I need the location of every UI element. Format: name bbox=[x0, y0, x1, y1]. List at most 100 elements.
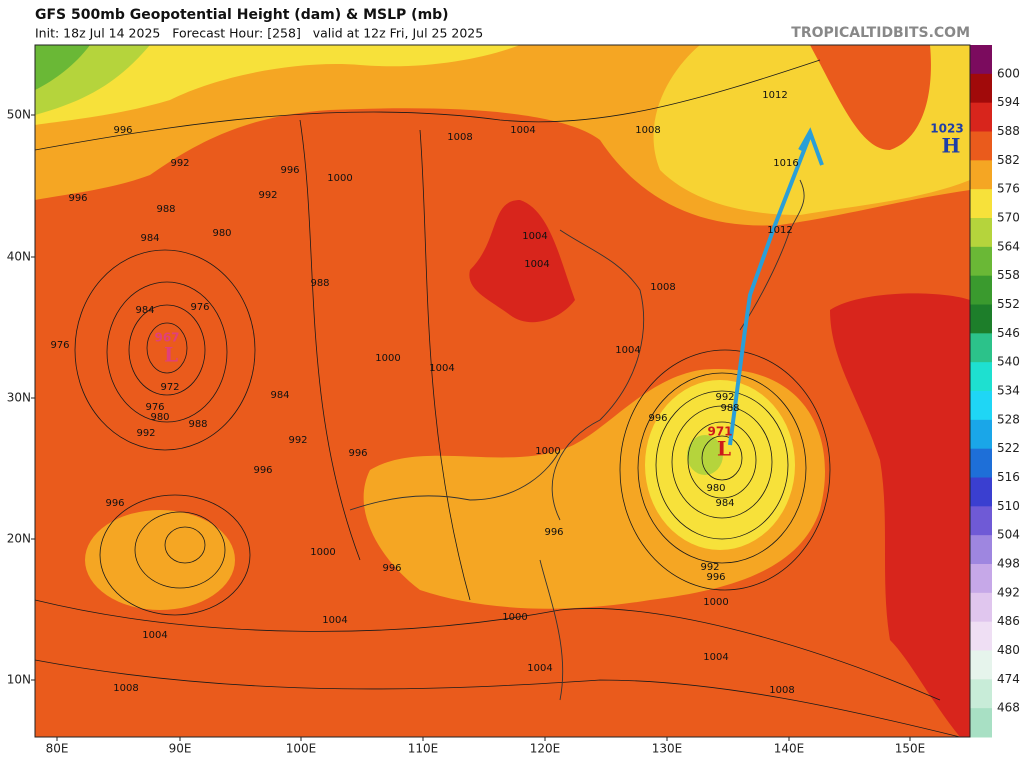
isobar-label: 996 bbox=[253, 465, 272, 476]
isobar-label: 996 bbox=[105, 498, 124, 509]
isobar-label: 1000 bbox=[327, 173, 352, 184]
colorbar-label: 492 bbox=[997, 585, 1020, 599]
colorbar-cell bbox=[970, 304, 992, 334]
isobar-label: 976 bbox=[145, 402, 164, 413]
isobar-label: 980 bbox=[212, 228, 231, 239]
isobar-label: 1000 bbox=[703, 597, 728, 608]
colorbar-cell bbox=[970, 391, 992, 421]
colorbar-cell bbox=[970, 621, 992, 651]
longitude-label: 130E bbox=[652, 742, 683, 756]
isobar-label: 996 bbox=[544, 527, 563, 538]
colorbar-cell bbox=[970, 448, 992, 478]
colorbar-cell bbox=[970, 73, 992, 104]
colorbar-cell bbox=[970, 246, 992, 277]
colorbar-cell bbox=[970, 650, 992, 680]
isobar-label: 976 bbox=[190, 302, 209, 313]
colorbar-cell bbox=[970, 275, 992, 305]
colorbar-cell bbox=[970, 131, 992, 161]
track-arrow bbox=[728, 134, 812, 446]
isobar-label: 992 bbox=[700, 562, 719, 573]
isobar-label: 984 bbox=[140, 233, 159, 244]
pressure-center-symbol: L bbox=[717, 437, 731, 461]
isobars bbox=[35, 59, 961, 737]
height-band bbox=[35, 45, 520, 125]
isobar-label: 1004 bbox=[142, 630, 167, 641]
colorbar-label: 516 bbox=[997, 470, 1020, 484]
colorbar-label: 498 bbox=[997, 557, 1020, 571]
longitude-label: 110E bbox=[408, 742, 439, 756]
colorbar-label: 504 bbox=[997, 528, 1020, 542]
isobar-label: 996 bbox=[280, 165, 299, 176]
isobar-label: 992 bbox=[136, 428, 155, 439]
isobar-label: 996 bbox=[382, 563, 401, 574]
isobar-label: 996 bbox=[706, 572, 725, 583]
colorbar-label: 480 bbox=[997, 643, 1020, 657]
colorbar-label: 576 bbox=[997, 182, 1020, 196]
colorbar-label: 552 bbox=[997, 297, 1020, 311]
isobar-label: 984 bbox=[715, 498, 734, 509]
colorbar-label: 594 bbox=[997, 95, 1020, 109]
isobar-label: 1008 bbox=[769, 685, 794, 696]
isobar-label: 988 bbox=[188, 419, 207, 430]
longitude-label: 80E bbox=[46, 742, 69, 756]
colorbar-label: 528 bbox=[997, 412, 1020, 426]
colorbar-cell bbox=[970, 564, 992, 594]
isobar-label: 996 bbox=[348, 448, 367, 459]
isobar-label: 1004 bbox=[615, 345, 640, 356]
colorbar-cell bbox=[970, 679, 992, 709]
colorbar-label: 570 bbox=[997, 211, 1020, 225]
colorbar-cell bbox=[970, 477, 992, 507]
colorbar-cell bbox=[970, 333, 992, 363]
isobar-label: 992 bbox=[288, 435, 307, 446]
longitude-label: 150E bbox=[895, 742, 926, 756]
isobar-label: 1004 bbox=[322, 615, 347, 626]
colorbar-cell bbox=[970, 535, 992, 565]
axes: 50N 40N 30N 20N 10N 80E 90E 100E 110E 120E 130E 140… bbox=[7, 44, 971, 756]
colorbar-cell bbox=[970, 102, 992, 132]
isobar-label: 1008 bbox=[113, 683, 138, 694]
isobar-label: 988 bbox=[310, 278, 329, 289]
isobar-label: 976 bbox=[50, 340, 69, 351]
colorbar-label: 534 bbox=[997, 384, 1020, 398]
isobar-label: 1000 bbox=[375, 353, 400, 364]
isobar-label: 1004 bbox=[524, 259, 549, 270]
latitude-label: 30N bbox=[7, 391, 31, 405]
map-frame bbox=[34, 44, 971, 738]
isobar-label: 988 bbox=[156, 204, 175, 215]
isobar-label: 1008 bbox=[635, 125, 660, 136]
isobar-label: 992 bbox=[715, 392, 734, 403]
pressure-center-value: 971 bbox=[707, 425, 732, 439]
height-band bbox=[469, 200, 575, 323]
colorbar-cell bbox=[970, 506, 992, 536]
colorbar-cell bbox=[970, 592, 992, 623]
colorbar-cell bbox=[970, 362, 992, 392]
subtitle: Init: 18z Jul 14 2025 Forecast Hour: [25… bbox=[35, 26, 483, 41]
isobar-label: 1004 bbox=[522, 231, 547, 242]
colorbar-cell bbox=[970, 45, 992, 75]
colorbar: 600 594 588 582 576 570 564 558 552 546 540 534 528 5… bbox=[970, 45, 1020, 738]
colorbar-cell bbox=[970, 419, 992, 450]
longitude-label: 90E bbox=[169, 742, 192, 756]
colorbar-label: 564 bbox=[997, 239, 1020, 253]
coastlines bbox=[349, 179, 805, 701]
isobar-label: 988 bbox=[720, 403, 739, 414]
isobar-label: 980 bbox=[706, 483, 725, 494]
height-band bbox=[35, 45, 90, 90]
source: TROPICALTIDBITS.COM bbox=[791, 25, 970, 41]
height-band bbox=[85, 510, 235, 610]
track-arrow-head bbox=[798, 127, 824, 166]
isobar-label: 980 bbox=[150, 412, 169, 423]
isobar-label: 1004 bbox=[429, 363, 454, 374]
isobar-label: 1012 bbox=[767, 225, 792, 236]
colorbar-label: 546 bbox=[997, 326, 1020, 340]
colorbar-label: 582 bbox=[997, 153, 1020, 167]
pressure-center-symbol: L bbox=[164, 343, 178, 367]
height-band bbox=[687, 435, 723, 475]
isobar-label: 992 bbox=[170, 158, 189, 169]
colorbar-cell bbox=[970, 218, 992, 248]
colorbar-label: 588 bbox=[997, 124, 1020, 138]
colorbar-label: 558 bbox=[997, 268, 1020, 282]
colorbar-label: 600 bbox=[997, 66, 1020, 80]
isobar-label: 1008 bbox=[447, 132, 472, 143]
